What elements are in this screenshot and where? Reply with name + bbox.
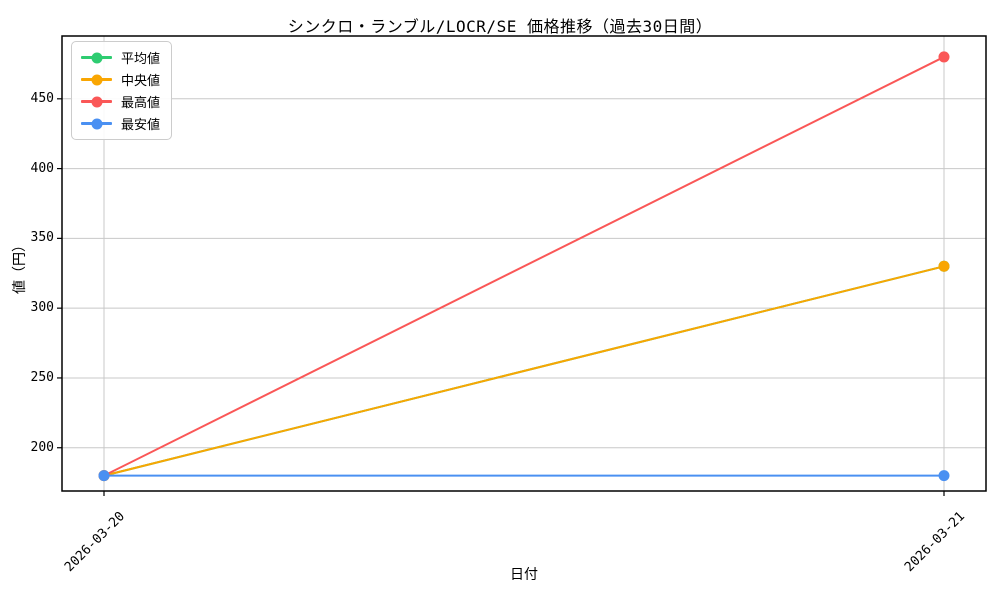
series-line <box>103 55 945 477</box>
legend-item: 最高値 <box>81 93 161 111</box>
legend-label: 平均値 <box>121 52 161 67</box>
legend-label: 最安値 <box>121 118 161 133</box>
chart-title: シンクロ・ランブル/LOCR/SE 価格推移（過去30日間） <box>287 17 713 36</box>
y-tick-label: 200 <box>30 439 54 455</box>
y-tick-label: 350 <box>30 230 54 246</box>
y-tick-label: 300 <box>30 300 54 316</box>
legend-line-swatch <box>81 74 112 85</box>
legend-label: 中央値 <box>121 74 161 89</box>
series-line <box>103 265 945 477</box>
legend-line-swatch <box>81 52 112 63</box>
legend-marker-dot <box>91 118 102 129</box>
legend-label: 最高値 <box>121 96 161 111</box>
legend-line-swatch <box>81 118 112 129</box>
legend-line-swatch <box>81 96 112 107</box>
legend-marker-dot <box>91 74 102 85</box>
legend-marker-dot <box>91 52 102 63</box>
series-marker <box>98 470 110 482</box>
series-marker <box>938 260 950 272</box>
legend-marker-dot <box>91 96 102 107</box>
series-marker <box>938 470 950 482</box>
y-tick-label: 250 <box>30 369 54 385</box>
legend: 平均値中央値最高値最安値 <box>71 41 173 140</box>
y-tick-label: 400 <box>30 160 54 176</box>
legend-item: 中央値 <box>81 71 161 89</box>
series-marker <box>938 51 950 63</box>
legend-item: 最安値 <box>81 115 161 133</box>
axes-spines <box>61 35 987 492</box>
x-axis-label: 日付 <box>510 567 538 583</box>
y-tick-label: 450 <box>30 90 54 106</box>
legend-item: 平均値 <box>81 49 161 67</box>
